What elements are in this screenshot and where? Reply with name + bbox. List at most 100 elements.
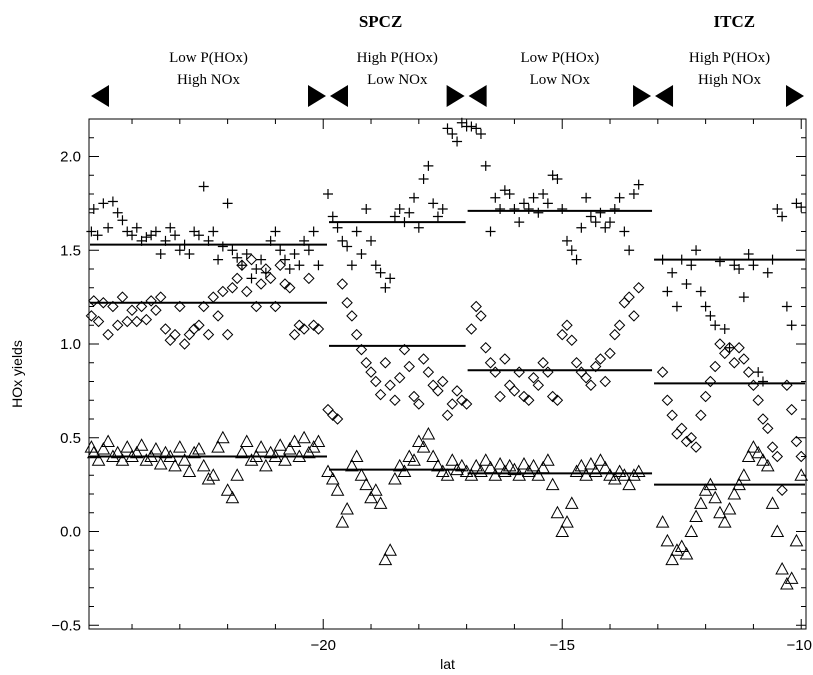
plus-marker	[748, 260, 759, 271]
diamond-marker	[250, 300, 263, 313]
plus-marker	[251, 264, 262, 274]
triangle-marker	[660, 533, 675, 547]
region-label-line1: High P(HOx)	[357, 50, 438, 66]
triangle-marker	[359, 477, 374, 491]
diamond-marker	[188, 323, 200, 335]
plus-marker	[389, 211, 400, 222]
triangle-marker	[349, 449, 364, 462]
plus-marker	[351, 226, 362, 237]
diamond-marker	[212, 310, 224, 322]
x-tick-label: −15	[549, 637, 574, 654]
diamond-marker	[484, 357, 497, 369]
triangle-marker	[612, 464, 627, 477]
plus-marker	[413, 222, 424, 233]
triangle-marker	[411, 434, 426, 447]
plus-marker	[337, 235, 348, 246]
triangle-marker	[278, 453, 292, 466]
plus-marker	[241, 249, 252, 259]
diamond-marker	[714, 338, 726, 350]
diamond-marker	[441, 409, 454, 421]
triangle-marker	[268, 449, 283, 462]
y-axis-label: HOx yields	[9, 340, 25, 408]
triangle-marker	[426, 449, 441, 462]
plus-marker	[542, 198, 553, 209]
region-arrow-right	[786, 85, 804, 107]
y-tick-label: −0.5	[51, 617, 81, 634]
diamond-marker	[145, 295, 157, 307]
plus-marker	[743, 249, 754, 259]
y-tick-label: 1.5	[60, 242, 81, 259]
diamond-marker	[288, 328, 301, 341]
triangle-marker	[760, 458, 775, 472]
triangle-marker	[732, 477, 746, 491]
diamond-marker	[403, 360, 415, 373]
diamond-marker	[589, 360, 602, 373]
triangle-marker	[655, 515, 670, 528]
diamond-marker	[85, 310, 98, 322]
axes: −0.5 0.0 0.5 1.0 1.5 2.0 −20 −15 −10	[51, 118, 812, 654]
plus-marker	[279, 254, 290, 265]
diamond-marker	[460, 398, 473, 410]
plus-marker	[571, 254, 582, 265]
plus-marker	[112, 207, 123, 218]
diamond-marker	[465, 323, 478, 335]
diamond-marker	[207, 291, 219, 303]
triangle-marker	[244, 453, 259, 466]
diamond-marker	[742, 366, 755, 378]
diamond-marker	[193, 319, 205, 331]
plus-marker	[581, 192, 592, 203]
triangle-marker	[311, 434, 326, 447]
triangle-marker	[134, 438, 149, 451]
plus-marker	[437, 204, 448, 214]
diamond-marker	[221, 328, 234, 341]
diamond-marker	[699, 390, 712, 403]
plus-marker	[772, 204, 783, 214]
plus-marker	[150, 226, 161, 237]
diamond-marker	[613, 319, 626, 331]
plus-marker	[370, 260, 381, 271]
triangle-marker	[354, 468, 369, 481]
diamond-marker	[102, 328, 114, 341]
triangle-marker	[388, 471, 402, 485]
plus-marker	[518, 198, 529, 209]
triangle-marker	[187, 445, 202, 459]
triangle-marker	[225, 490, 240, 504]
triangle-marker	[617, 468, 632, 481]
triangle-marker	[201, 471, 216, 485]
triangle-marker	[172, 440, 187, 453]
diamond-marker	[236, 259, 248, 271]
diamond-marker	[255, 278, 267, 290]
diamond-marker	[336, 278, 349, 290]
diamond-marker	[413, 398, 425, 410]
data-points	[84, 117, 809, 590]
diamond-marker	[260, 263, 272, 275]
triangle-marker	[206, 468, 221, 481]
plus-marker	[361, 204, 372, 214]
triangle-marker	[230, 468, 245, 481]
triangle-marker	[708, 490, 723, 504]
diamond-marker	[140, 313, 153, 326]
triangle-marker	[129, 445, 144, 459]
triangle-marker	[149, 441, 163, 455]
plus-marker	[184, 249, 195, 259]
plus-marker	[447, 129, 458, 139]
diamond-marker	[566, 334, 578, 346]
triangle-marker	[158, 445, 173, 459]
plus-marker	[557, 204, 568, 214]
triangle-marker	[421, 426, 436, 440]
plus-marker	[719, 324, 730, 334]
triangle-marker	[741, 449, 756, 462]
triangle-marker	[474, 464, 488, 477]
triangle-marker	[727, 486, 742, 500]
y-tick-label: 0.0	[60, 524, 81, 541]
diamond-marker	[599, 375, 611, 388]
plus-marker	[409, 192, 420, 203]
zone-label: SPCZ	[359, 12, 402, 31]
triangle-marker	[789, 533, 804, 547]
diamond-marker	[451, 385, 463, 397]
triangle-marker	[330, 483, 345, 496]
region-label-line1: Low P(HOx)	[169, 50, 248, 66]
y-tick-label: 2.0	[60, 149, 81, 166]
plus-marker	[786, 320, 797, 331]
